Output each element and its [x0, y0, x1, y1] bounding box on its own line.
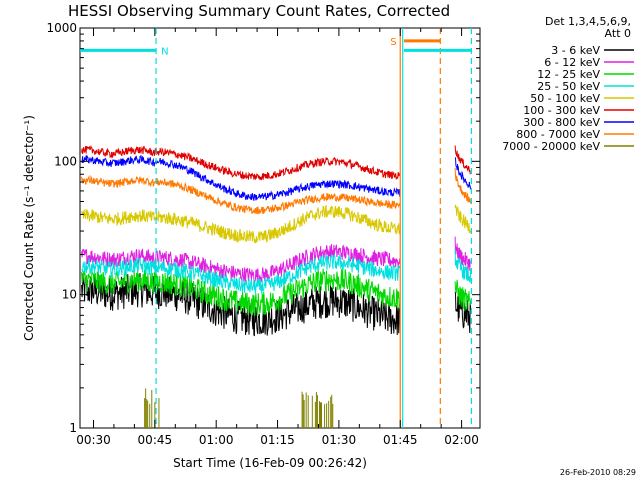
legend-label-6: 300 - 800 keV	[523, 116, 600, 129]
x-tick-label: 00:45	[138, 433, 173, 447]
series-line-4	[81, 205, 401, 244]
series-line-post-2	[454, 279, 472, 312]
chart-title: HESSI Observing Summary Count Rates, Cor…	[68, 2, 450, 20]
x-tick-label: 00:30	[76, 433, 111, 447]
y-tick-label: 1000	[46, 21, 77, 35]
x-tick-label: 01:00	[199, 433, 234, 447]
legend-label-4: 50 - 100 keV	[530, 92, 600, 105]
legend-label-3: 25 - 50 keV	[537, 80, 600, 93]
series-line-post-4	[454, 204, 472, 234]
x-tick-label: 01:15	[260, 433, 295, 447]
y-axis-label: Corrected Count Rate (s⁻¹ detector⁻¹)	[22, 115, 36, 341]
series-line-post-6	[454, 157, 472, 190]
legend-header-line2: Att 0	[605, 27, 631, 40]
legend-label-0: 3 - 6 keV	[551, 44, 600, 57]
plot-frame	[79, 27, 481, 429]
x-tick-label: 02:00	[444, 433, 479, 447]
flag-label-S: S	[390, 37, 396, 48]
x-tick-label: 01:30	[322, 433, 357, 447]
y-tick-label: 1	[69, 421, 77, 435]
series-line-post-0	[454, 291, 472, 334]
y-tick-label: 100	[54, 154, 77, 168]
series-line-6	[81, 154, 401, 201]
x-tick-label: 01:45	[383, 433, 418, 447]
legend-label-7: 800 - 7000 keV	[516, 128, 600, 141]
legend-label-5: 100 - 300 keV	[523, 104, 600, 117]
y-tick-label: 10	[62, 288, 77, 302]
series-line-post-5	[454, 145, 471, 175]
series-line-7	[81, 174, 401, 215]
timestamp: 26-Feb-2010 08:29	[560, 468, 636, 477]
flag-label-N: N	[161, 46, 168, 57]
x-axis-label: Start Time (16-Feb-09 00:26:42)	[173, 456, 367, 470]
series-line-post-7	[454, 167, 472, 204]
series-line-5	[81, 144, 401, 181]
data-layer: NS	[80, 28, 473, 428]
legend-label-8: 7000 - 20000 keV	[502, 140, 600, 153]
legend-header-line1: Det 1,3,4,5,6,9,	[545, 15, 631, 28]
series-line-3	[81, 254, 401, 295]
legend-label-1: 6 - 12 keV	[544, 56, 600, 69]
series-line-post-3	[454, 248, 472, 283]
series-line-2	[81, 268, 401, 316]
series-line-post-1	[454, 236, 472, 271]
axis-layer: 1 10 100 1000 00:30 00:45 01:00 01:15 01:30 01:45…	[46, 21, 480, 447]
legend-label-2: 12 - 25 keV	[537, 68, 600, 81]
